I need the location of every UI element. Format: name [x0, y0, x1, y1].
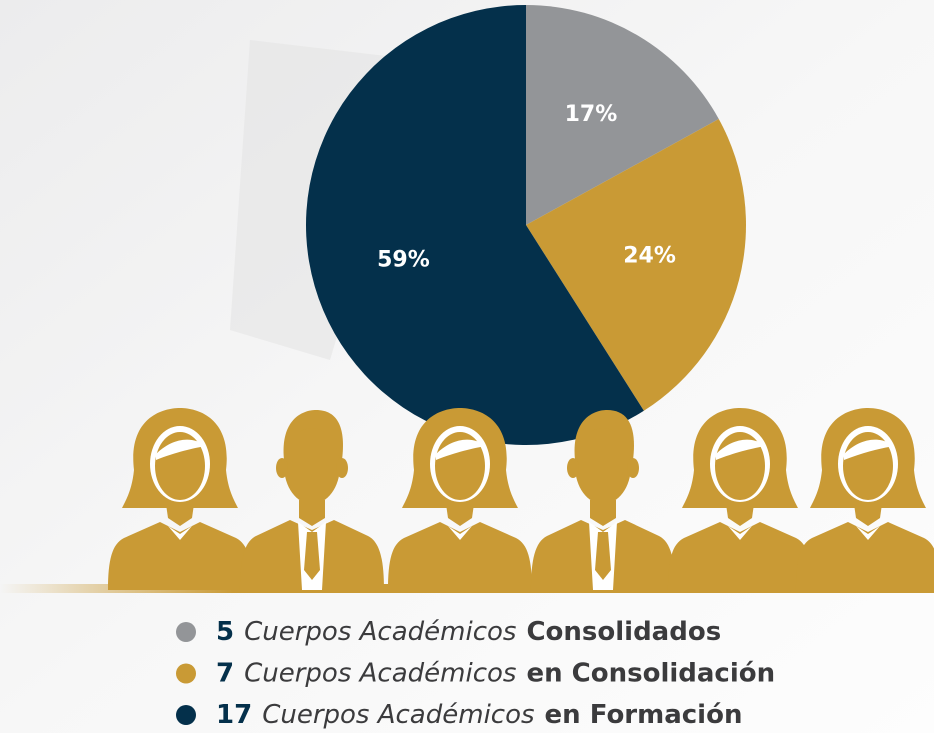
- slice-label: 59%: [377, 248, 430, 273]
- legend-text: Cuerpos Académicos: [262, 700, 534, 730]
- legend-count: 7: [216, 658, 234, 688]
- pie-slice: [526, 119, 746, 411]
- legend-count: 5: [216, 617, 234, 647]
- slice-label: 24%: [623, 244, 676, 269]
- legend-entry: 17 Cuerpos Académicos en Formación: [216, 700, 742, 730]
- legend-entry: 5 Cuerpos Académicos Consolidados: [216, 617, 721, 647]
- legend-bold: en Formación: [545, 700, 743, 730]
- legend-count: 17: [216, 700, 252, 730]
- legend-text: Cuerpos Académicos: [244, 617, 516, 647]
- slice-label: 17%: [565, 102, 618, 127]
- pie-slice: [306, 5, 644, 445]
- legend-marker: [176, 663, 196, 684]
- legend-bold: Consolidados: [526, 617, 721, 647]
- legend-bold: en Consolidación: [526, 658, 775, 688]
- legend-text: Cuerpos Académicos: [244, 658, 516, 688]
- legend-marker: [176, 705, 196, 725]
- pie-slice: [526, 5, 719, 225]
- legend-marker: [176, 622, 196, 642]
- legend-entry: 7 Cuerpos Académicos en Consolidación: [216, 658, 775, 688]
- pie: 17% 24% 59%: [306, 5, 746, 445]
- legend: 5 Cuerpos Académicos Consolidados 7 Cuerpos …: [176, 617, 775, 730]
